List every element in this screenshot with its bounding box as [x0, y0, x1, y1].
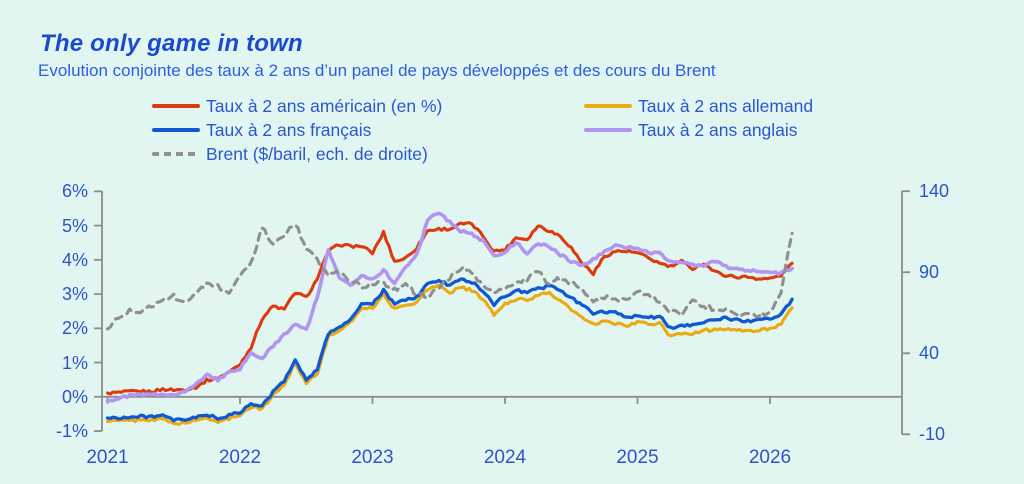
series-line-2: [105, 277, 794, 423]
y-axis-left-label: 5%: [61, 215, 88, 236]
x-axis-year-label: 2024: [483, 447, 527, 468]
y-axis-right-label: 90: [919, 262, 940, 283]
legend-column-2: Taux à 2 ans allemand Taux à 2 ans angla…: [584, 94, 813, 142]
legend-swatch-brent-dashed-line: [152, 152, 200, 156]
y-axis-left-label: -1%: [55, 421, 88, 442]
chart-subtitle: Evolution conjointe des taux à 2 ans d’u…: [38, 61, 716, 80]
legend-label-us: Taux à 2 ans américain (en %): [206, 95, 443, 116]
legend-item-germany: Taux à 2 ans allemand: [584, 94, 813, 118]
y-axis-left-label: 0%: [61, 386, 88, 407]
legend-swatch-uk-line: [584, 128, 632, 132]
legend-swatch-france-line: [152, 128, 200, 132]
x-axis-year-label: 2026: [748, 447, 792, 468]
legend-label-germany: Taux à 2 ans allemand: [638, 95, 814, 116]
y-axis-right-label: 140: [919, 181, 950, 202]
legend-item-uk: Taux à 2 ans anglais: [584, 118, 813, 142]
series-line-3: [105, 211, 794, 403]
y-axis-left-label: 1%: [61, 352, 88, 373]
x-axis-year-label: 2023: [351, 447, 394, 468]
series-line-4: [105, 223, 794, 331]
legend-swatch-germany-line: [584, 104, 632, 108]
x-axis-year-label: 2025: [616, 447, 659, 468]
x-axis-year-label: 2021: [86, 447, 129, 468]
y-axis-left-label: 6%: [61, 181, 88, 202]
legend-item-brent: Brent ($/baril, ech. de droite): [152, 142, 442, 166]
legend-label-uk: Taux à 2 ans anglais: [638, 119, 798, 140]
chart-title: The only game in town: [40, 30, 303, 57]
y-axis-left-label: 2%: [61, 318, 88, 339]
legend-label-france: Taux à 2 ans français: [206, 119, 372, 140]
legend-label-brent: Brent ($/baril, ech. de droite): [206, 143, 428, 164]
y-axis-left-label: 3%: [61, 284, 88, 305]
x-axis-year-label: 2022: [218, 447, 262, 468]
legend-swatch-us-line: [152, 104, 200, 108]
legend-column-1: Taux à 2 ans américain (en %) Taux à 2 a…: [152, 94, 442, 166]
y-axis-left-label: 4%: [61, 249, 88, 270]
legend-item-us: Taux à 2 ans américain (en %): [152, 94, 442, 118]
legend-item-france: Taux à 2 ans français: [152, 118, 442, 142]
y-axis-right-label: 40: [919, 343, 940, 364]
series-line-0: [105, 221, 794, 396]
y-axis-right-label: -10: [919, 424, 946, 445]
series-line-1: [105, 283, 794, 426]
